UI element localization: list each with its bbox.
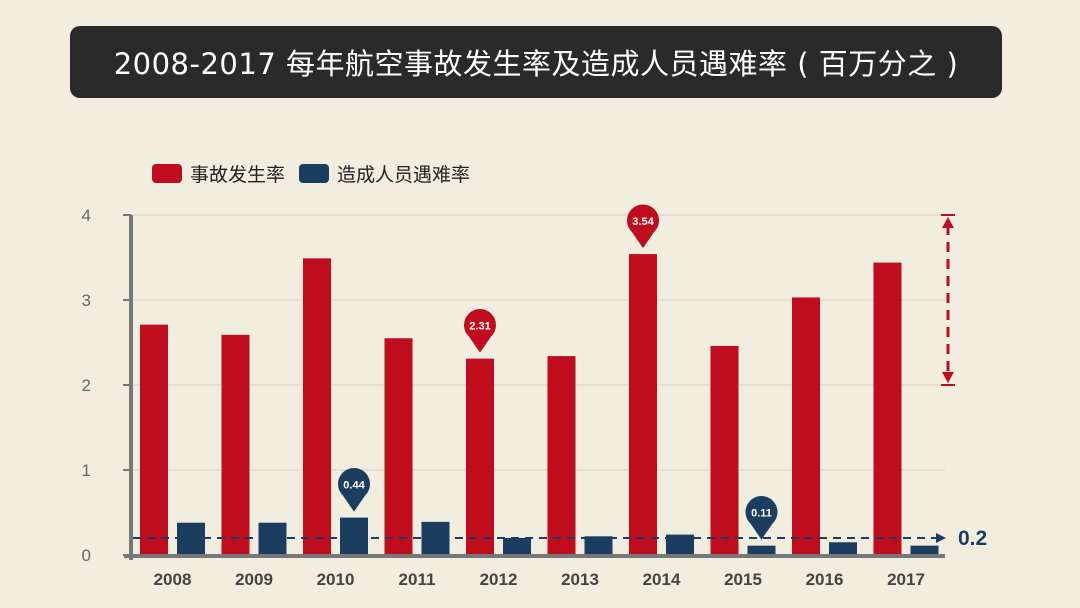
x-tick-label: 2009 [235, 570, 273, 589]
chart-title: 2008-2017 每年航空事故发生率及造成人员遇难率 ( 百万分之 ) [113, 47, 959, 81]
bar-fatality-rate-2012 [503, 538, 531, 555]
callout-label: 0.11 [751, 508, 772, 520]
bar-fatality-rate-2015 [747, 545, 776, 555]
range-arrowhead-up [942, 217, 954, 228]
bar-accident-rate-2010 [303, 258, 331, 555]
x-tick-label: 2014 [643, 570, 681, 589]
legend-item-fatality-rate: 造成人员遇难率 [299, 160, 470, 187]
legend-label-fatality-rate: 造成人员遇难率 [337, 164, 471, 186]
bar-fatality-rate-2017 [910, 545, 939, 555]
chart-title-bar: 2008-2017 每年航空事故发生率及造成人员遇难率 ( 百万分之 ) [70, 26, 1002, 98]
y-tick-label: 1 [82, 461, 91, 480]
x-tick-label: 2012 [480, 570, 518, 589]
callout-pin [338, 467, 371, 512]
callout-label: 3.54 [632, 216, 654, 228]
bar-accident-rate-2016 [792, 297, 820, 555]
range-arrowhead-down [942, 372, 954, 383]
x-tick-label: 2010 [317, 570, 355, 589]
callout-0.11: 0.11 [745, 496, 778, 540]
reference-line-label: 0.2 [958, 527, 987, 550]
x-tick-label: 2013 [561, 570, 599, 589]
callout-pin [745, 496, 778, 540]
reference-arrowhead [936, 533, 946, 543]
callout-label: 2.31 [469, 321, 490, 333]
bar-fatality-rate-2013 [584, 536, 613, 555]
y-tick-label: 3 [82, 291, 91, 310]
callout-label: 0.44 [343, 480, 365, 492]
legend-swatch-accident-rate [152, 164, 182, 183]
x-tick-label: 2008 [154, 570, 192, 589]
callout-0.44: 0.44 [338, 467, 371, 512]
x-tick-label: 2011 [399, 570, 436, 589]
legend-item-accident-rate: 事故发生率 [152, 160, 285, 187]
callout-3.54: 3.54 [627, 204, 659, 249]
x-tick-label: 2015 [724, 570, 762, 589]
y-tick-label: 4 [82, 206, 91, 225]
bar-accident-rate-2008 [140, 324, 168, 555]
bar-accident-rate-2017 [873, 262, 902, 555]
bar-accident-rate-2013 [547, 356, 576, 555]
callout-pin [464, 309, 497, 353]
bar-fatality-rate-2010 [340, 517, 368, 555]
callout-2.31: 2.31 [464, 309, 497, 353]
legend-swatch-fatality-rate [299, 164, 330, 183]
bar-fatality-rate-2016 [829, 542, 857, 555]
bar-accident-rate-2015 [710, 345, 739, 555]
y-tick-label: 2 [82, 376, 91, 395]
bar-fatality-rate-2014 [666, 534, 694, 555]
bar-accident-rate-2012 [466, 358, 494, 555]
callout-pin [627, 204, 659, 249]
y-tick-label: 0 [82, 546, 91, 565]
bar-accident-rate-2009 [221, 334, 250, 555]
bar-accident-rate-2011 [384, 338, 413, 555]
legend: 事故发生率 造成人员遇难率 [152, 160, 470, 187]
legend-label-accident-rate: 事故发生率 [190, 164, 286, 186]
bar-accident-rate-2014 [629, 254, 657, 555]
x-tick-label: 2017 [887, 570, 925, 589]
x-tick-label: 2016 [806, 570, 844, 589]
